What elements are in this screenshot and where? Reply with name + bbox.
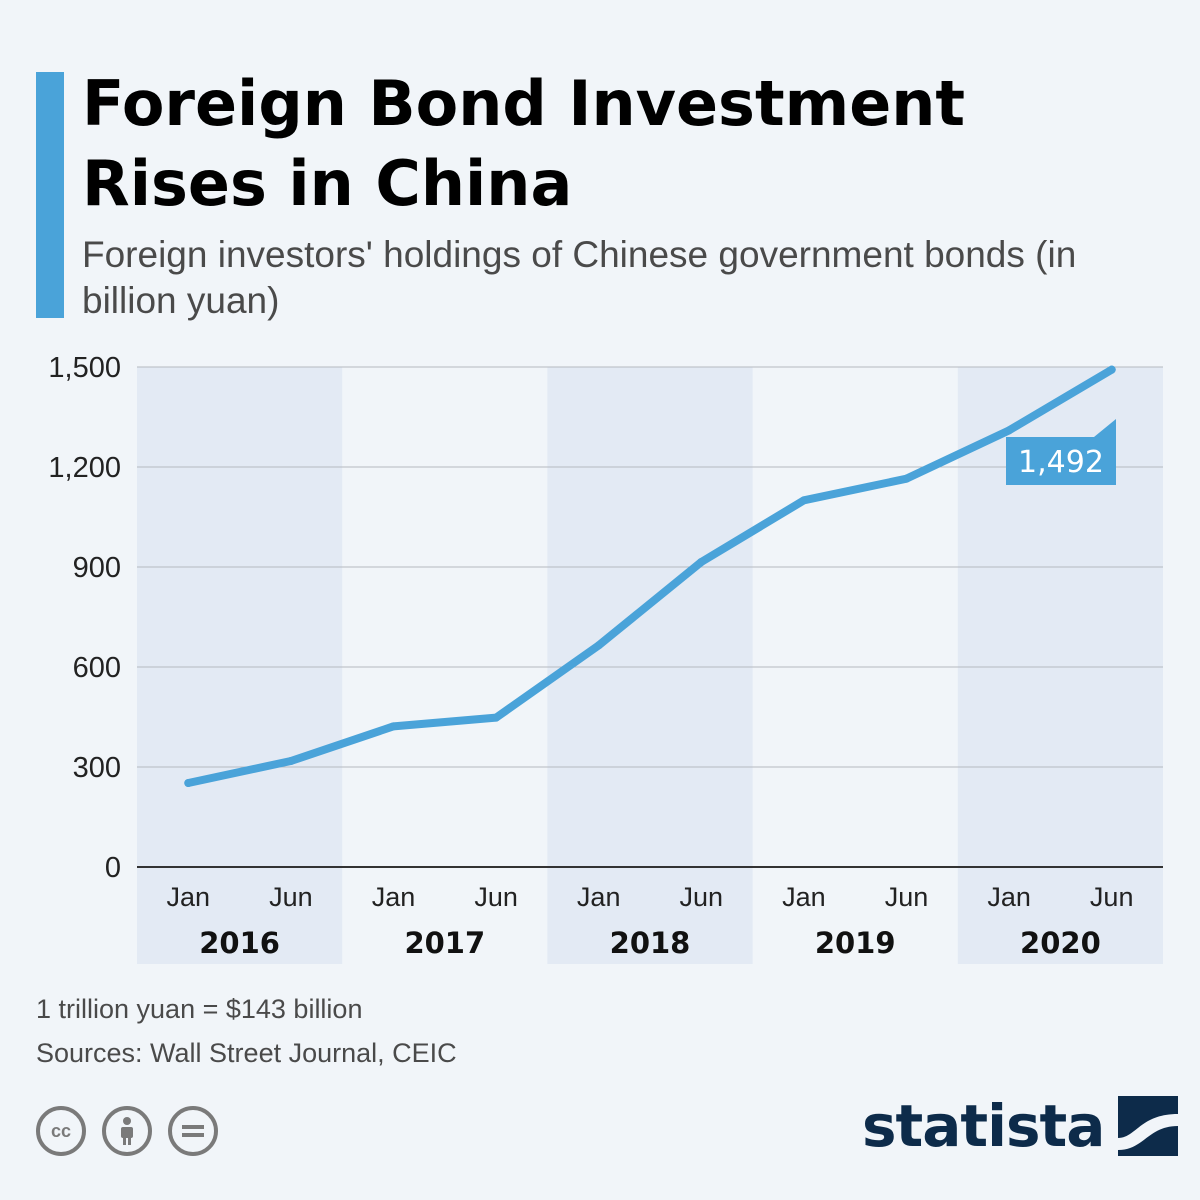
x-tick-label: Jan bbox=[782, 882, 826, 912]
chart-title: Foreign Bond Investment Rises in China bbox=[82, 67, 966, 220]
brand-name: statista bbox=[862, 1092, 1105, 1160]
year-band bbox=[137, 367, 343, 964]
x-tick-label: Jan bbox=[987, 882, 1031, 912]
year-band bbox=[547, 367, 753, 964]
x-tick-label: Jun bbox=[1090, 882, 1134, 912]
no-derivatives-icon[interactable] bbox=[168, 1106, 218, 1156]
value-callout-pointer bbox=[1094, 419, 1116, 437]
x-tick-label: Jan bbox=[372, 882, 416, 912]
data-point bbox=[594, 641, 603, 650]
x-tick-label: Jun bbox=[269, 882, 313, 912]
conversion-note: 1 trillion yuan = $143 billion bbox=[36, 994, 363, 1024]
year-label: 2016 bbox=[199, 926, 280, 960]
data-point bbox=[799, 496, 808, 505]
x-tick-label: Jun bbox=[885, 882, 929, 912]
year-label: 2017 bbox=[404, 926, 485, 960]
x-tick-label: Jun bbox=[680, 882, 724, 912]
statista-mark-icon bbox=[1118, 1096, 1179, 1156]
y-tick-label: 900 bbox=[73, 552, 121, 584]
creative-commons-icon[interactable]: cc bbox=[36, 1106, 86, 1156]
line-chart: 0 300 600 900 1,200 1,500 Jan Jun Jan Jun Jan Jun Ja… bbox=[48, 352, 1163, 964]
license-icons: cc bbox=[36, 1106, 218, 1156]
year-label: 2019 bbox=[815, 926, 896, 960]
data-point bbox=[1005, 426, 1014, 435]
series-line bbox=[184, 365, 1116, 787]
data-point bbox=[902, 474, 911, 483]
data-point bbox=[697, 558, 706, 566]
y-tick-label: 600 bbox=[73, 652, 121, 684]
data-point bbox=[286, 757, 295, 765]
x-tick-label: Jun bbox=[474, 882, 518, 912]
data-point bbox=[184, 779, 193, 787]
y-tick-label: 1,200 bbox=[48, 452, 121, 484]
accent-bar bbox=[36, 72, 64, 318]
x-tick-label: Jan bbox=[577, 882, 621, 912]
sources-note: Sources: Wall Street Journal, CEIC bbox=[36, 1038, 457, 1068]
year-label: 2018 bbox=[610, 926, 691, 960]
data-point bbox=[492, 713, 501, 722]
statista-logo[interactable]: statista bbox=[862, 1092, 1179, 1160]
value-callout-box bbox=[1006, 437, 1116, 485]
y-tick-label: 300 bbox=[73, 752, 121, 784]
value-callout-label: 1,492 bbox=[1018, 445, 1104, 480]
chart-subtitle: Foreign investors' holdings of Chinese g… bbox=[82, 234, 1077, 321]
y-tick-label: 0 bbox=[105, 852, 121, 884]
y-tick-label: 1,500 bbox=[48, 352, 121, 384]
x-tick-label: Jan bbox=[167, 882, 211, 912]
year-label: 2020 bbox=[1020, 926, 1101, 960]
data-point bbox=[1107, 365, 1116, 374]
attribution-icon[interactable] bbox=[102, 1106, 152, 1156]
data-point bbox=[389, 722, 398, 731]
